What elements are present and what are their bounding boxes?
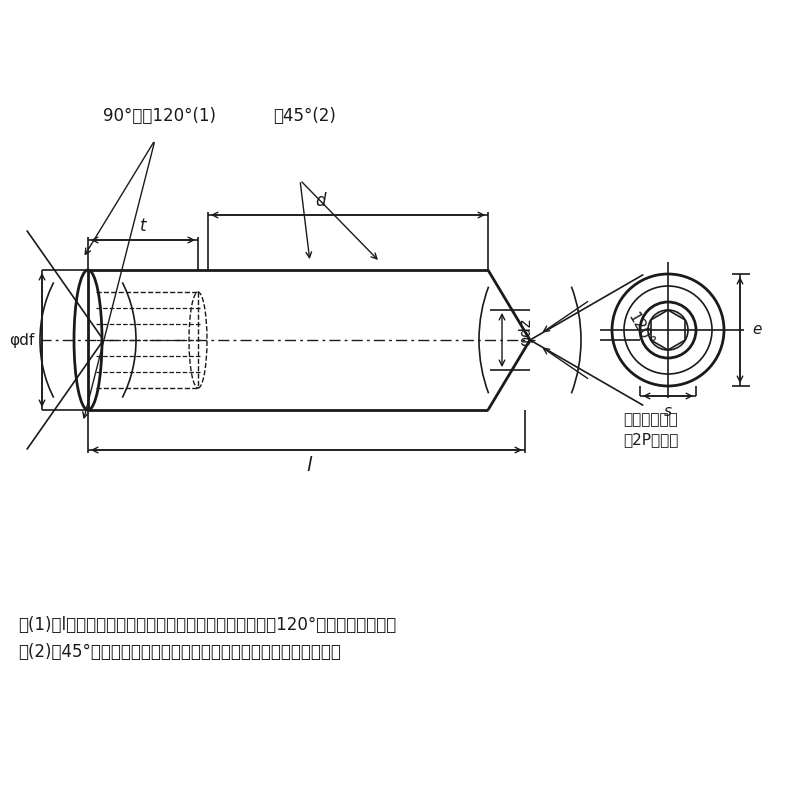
Text: 120°: 120° [625, 310, 656, 350]
Text: 90°又は120°(1): 90°又は120°(1) [103, 107, 217, 125]
Text: 約45°(2): 約45°(2) [274, 107, 337, 125]
Text: d: d [314, 192, 326, 210]
Text: φdz: φdz [518, 318, 533, 346]
Text: φdf: φdf [9, 333, 34, 347]
Text: （2P以下）: （2P以下） [623, 433, 678, 447]
Text: e: e [752, 322, 762, 338]
Text: s: s [664, 404, 672, 419]
Text: 不完全ねじ部: 不完全ねじ部 [623, 413, 678, 427]
Text: t: t [140, 217, 146, 235]
Text: (2)　45°の角度は、おねじの谷の径より下の傾斜部に適用する。: (2) 45°の角度は、おねじの谷の径より下の傾斜部に適用する。 [18, 643, 341, 661]
Text: 注(1)　lが下の表に示す階段状の点線より短いものは、120°の面取りとする。: 注(1) lが下の表に示す階段状の点線より短いものは、120°の面取りとする。 [18, 616, 396, 634]
Text: l: l [306, 456, 312, 475]
